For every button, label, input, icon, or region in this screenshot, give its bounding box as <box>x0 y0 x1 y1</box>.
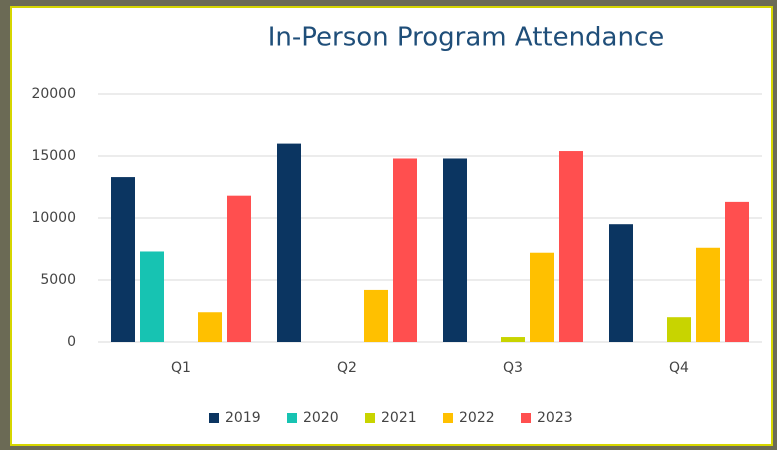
bar <box>609 224 633 342</box>
legend-label: 2020 <box>303 410 339 426</box>
bar <box>277 144 301 342</box>
bar <box>696 248 720 342</box>
x-tick-label: Q4 <box>669 360 689 376</box>
bar <box>501 337 525 342</box>
legend-swatch <box>287 413 297 423</box>
legend-swatch <box>443 413 453 423</box>
legend-label: 2023 <box>537 410 573 426</box>
bar <box>393 158 417 342</box>
bar <box>198 312 222 342</box>
y-tick-label: 10000 <box>31 210 76 226</box>
legend-label: 2019 <box>225 410 261 426</box>
bar <box>111 177 135 342</box>
y-tick-label: 5000 <box>40 272 76 288</box>
y-tick-label: 15000 <box>31 148 76 164</box>
legend-swatch <box>365 413 375 423</box>
legend-label: 2021 <box>381 410 417 426</box>
bar <box>530 253 554 342</box>
bar <box>725 202 749 342</box>
chart-title: In-Person Program Attendance <box>268 23 665 53</box>
x-tick-label: Q1 <box>171 360 191 376</box>
bar <box>364 290 388 342</box>
y-tick-label: 0 <box>67 334 76 350</box>
bar <box>140 251 164 342</box>
x-tick-label: Q2 <box>337 360 357 376</box>
legend-swatch <box>209 413 219 423</box>
legend-label: 2022 <box>459 410 495 426</box>
y-tick-label: 20000 <box>31 86 76 102</box>
bar <box>667 317 691 342</box>
bar <box>227 196 251 342</box>
chart: In-Person Program Attendance 0 5000 10000 1… <box>0 0 777 450</box>
bar <box>443 158 467 342</box>
x-tick-label: Q3 <box>503 360 523 376</box>
bar <box>559 151 583 342</box>
page: {"chart_data": {"type": "bar", "title": … <box>0 0 777 450</box>
legend-swatch <box>521 413 531 423</box>
